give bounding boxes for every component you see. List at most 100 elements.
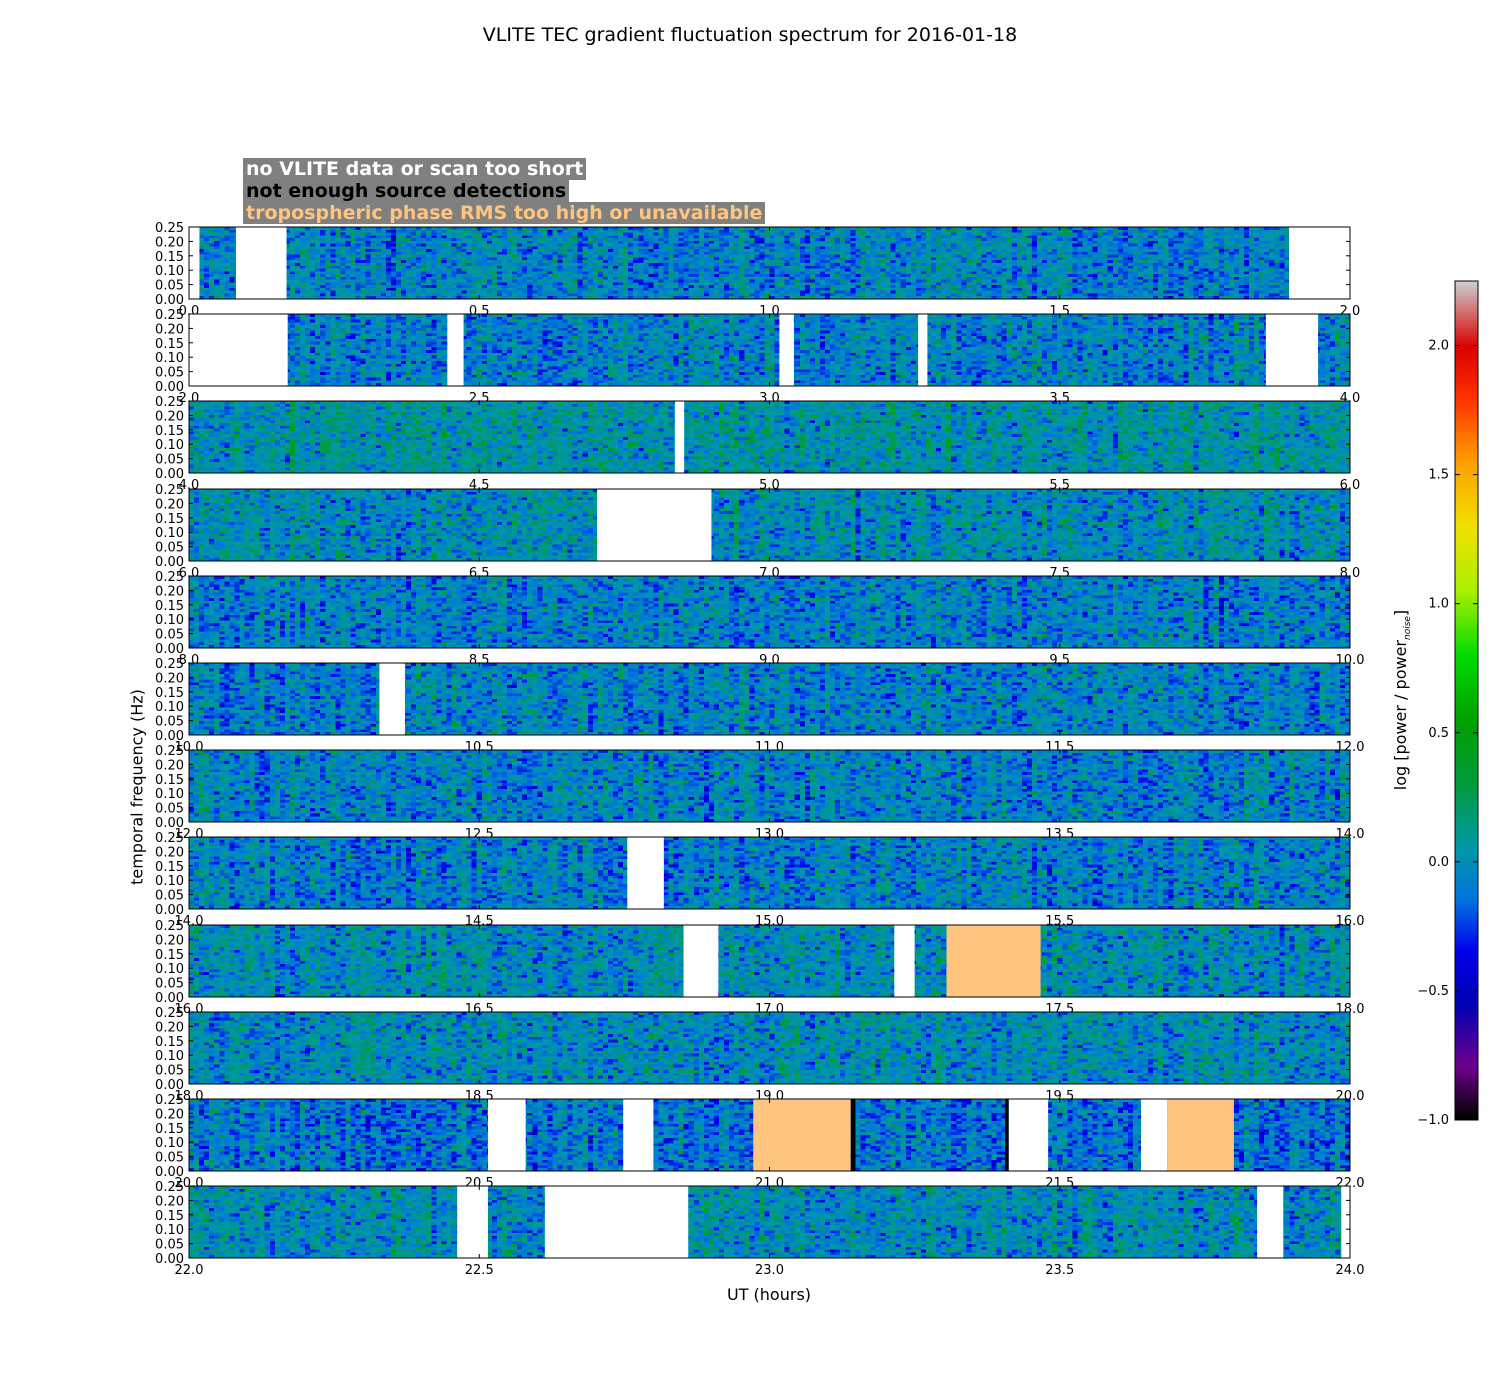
panel-8-ytick-label-5: 0.25 xyxy=(155,919,184,934)
panel-10-tropo-high-1 xyxy=(1167,1099,1234,1171)
panel-11-no-data-0 xyxy=(457,1186,488,1258)
colorbar-label-main: log [power / power xyxy=(1390,640,1410,791)
legend-tropo-high: tropospheric phase RMS too high or unava… xyxy=(243,202,766,224)
legend: no VLITE data or scan too short not enou… xyxy=(243,158,766,224)
x-axis-label: UT (hours) xyxy=(726,1285,812,1304)
panel-11-no-data-1 xyxy=(544,1186,689,1258)
panel-3-ytick-label-4: 0.20 xyxy=(155,497,184,512)
panel-3-ytick-label-3: 0.15 xyxy=(155,512,184,527)
panel-10-ytick-label-2: 0.10 xyxy=(155,1136,184,1151)
panel-9-ytick-label-5: 0.25 xyxy=(155,1006,184,1021)
panel-2-ytick-label-4: 0.20 xyxy=(155,409,184,424)
panel-6-ytick-label-4: 0.20 xyxy=(155,758,184,773)
panel-4-heatmap xyxy=(189,576,1350,648)
panel-11-heatmap xyxy=(189,1186,1350,1258)
legend-few-detections: not enough source detections xyxy=(243,180,570,202)
panel-9-ytick-label-3: 0.15 xyxy=(155,1035,184,1050)
panel-11-xtick-label-1: 22.5 xyxy=(465,1263,494,1278)
legend-no-data: no VLITE data or scan too short xyxy=(243,158,587,180)
panel-7-ytick-label-5: 0.25 xyxy=(155,831,184,846)
panel-0-heatmap xyxy=(189,227,1350,299)
panel-8-no-data-1 xyxy=(894,925,915,997)
panel-9-ytick-label-2: 0.10 xyxy=(155,1049,184,1064)
panel-1-no-data-4 xyxy=(1265,314,1319,386)
panel-1-ytick-label-0: 0.00 xyxy=(155,380,184,395)
panel-11-no-data-3 xyxy=(1341,1186,1350,1258)
panel-0-ytick-label-1: 0.05 xyxy=(155,279,184,294)
panel-4-ytick-label-1: 0.05 xyxy=(155,628,184,643)
panel-7-ytick-label-3: 0.15 xyxy=(155,860,184,875)
panel-3-ytick-label-1: 0.05 xyxy=(155,541,184,556)
panel-7-ytick-label-1: 0.05 xyxy=(155,889,184,904)
panel-0-ytick-label-0: 0.00 xyxy=(155,293,184,308)
panel-6-ytick-label-5: 0.25 xyxy=(155,744,184,759)
panel-10-no-data-1 xyxy=(623,1099,654,1171)
panel-11-ytick-label-5: 0.25 xyxy=(155,1180,184,1195)
panel-11-xtick-label-3: 23.5 xyxy=(1045,1263,1074,1278)
panel-4-ytick-label-5: 0.25 xyxy=(155,570,184,585)
panel-9-ytick-label-1: 0.05 xyxy=(155,1064,184,1079)
panel-10-ytick-label-0: 0.00 xyxy=(155,1165,184,1180)
panel-1-no-data-3 xyxy=(918,314,928,386)
panel-2-no-data-0 xyxy=(674,401,685,473)
panel-0-ytick-label-2: 0.10 xyxy=(155,264,184,279)
panel-0-no-data-0 xyxy=(189,227,200,299)
panel-1-ytick-label-4: 0.20 xyxy=(155,322,184,337)
panel-11-ytick-label-0: 0.00 xyxy=(155,1252,184,1267)
panel-11-ytick-label-1: 0.05 xyxy=(155,1238,184,1253)
panel-10-no-data-0 xyxy=(487,1099,526,1171)
colorbar-gradient xyxy=(1455,281,1478,1120)
panel-3-heatmap xyxy=(189,489,1350,561)
panel-1-ytick-label-3: 0.15 xyxy=(155,337,184,352)
colorbar: 2.0 1.5 1.0 0.5 0.0 −0.5 −1.0 xyxy=(1417,280,1479,1128)
panel-10-few-detections-1 xyxy=(1005,1099,1009,1171)
colorbar-tick-label-1: 1.5 xyxy=(1428,468,1449,483)
panel-8-ytick-label-2: 0.10 xyxy=(155,962,184,977)
panel-11-ytick-label-2: 0.10 xyxy=(155,1223,184,1238)
panel-8-heatmap xyxy=(189,925,1350,997)
panel-8-ytick-label-4: 0.20 xyxy=(155,933,184,948)
colorbar-tick-label-2: 1.0 xyxy=(1428,597,1449,612)
panel-10-ytick-label-1: 0.05 xyxy=(155,1151,184,1166)
panel-2-ytick-label-0: 0.00 xyxy=(155,467,184,482)
colorbar-tick-label-4: 0.0 xyxy=(1428,855,1449,870)
panel-4-ytick-label-4: 0.20 xyxy=(155,584,184,599)
panel-2-ytick-label-5: 0.25 xyxy=(155,395,184,410)
panel-2-ytick-label-2: 0.10 xyxy=(155,438,184,453)
panel-0-ytick-label-5: 0.25 xyxy=(155,221,184,236)
panel-1-no-data-0 xyxy=(189,314,288,386)
panel-7-ytick-label-4: 0.20 xyxy=(155,845,184,860)
panel-10-ytick-label-5: 0.25 xyxy=(155,1093,184,1108)
panel-4-ytick-label-2: 0.10 xyxy=(155,613,184,628)
panel-5-ytick-label-5: 0.25 xyxy=(155,657,184,672)
panel-10-no-data-2 xyxy=(1008,1099,1049,1171)
panel-11: 0.000.050.100.150.200.25 22.0 22.5 23.0 23.5… xyxy=(155,1180,1364,1278)
panel-7-heatmap xyxy=(189,837,1350,909)
panel-0-ytick-label-4: 0.20 xyxy=(155,235,184,250)
colorbar-label-sub: noise xyxy=(1403,616,1414,640)
panel-0-no-data-2 xyxy=(1289,227,1350,299)
panel-3-no-data-0 xyxy=(597,489,712,561)
panel-4-ytick-label-0: 0.00 xyxy=(155,642,184,657)
panel-1: 0.000.050.100.150.200.252.0 2.5 3.0 3.5 4.0 xyxy=(155,308,1360,406)
panel-8-ytick-label-1: 0.05 xyxy=(155,977,184,992)
panel-11-xtick-label-2: 23.0 xyxy=(755,1263,784,1278)
panel-8-tropo-high-0 xyxy=(946,925,1041,997)
panel-4: 0.000.050.100.150.200.258.0 8.5 9.0 9.5 10.0 xyxy=(155,570,1364,668)
colorbar-tick-label-0: 2.0 xyxy=(1428,339,1449,354)
panel-6-ytick-label-0: 0.00 xyxy=(155,816,184,831)
panel-0-ytick-label-3: 0.15 xyxy=(155,250,184,265)
panel-3: 0.000.050.100.150.200.256.0 6.5 7.0 7.5 8.0 xyxy=(155,483,1360,581)
y-axis-label: temporal frequency (Hz) xyxy=(127,689,147,885)
colorbar-tick-label-5: −0.5 xyxy=(1417,984,1449,999)
panel-11-xtick-label-0: 22.0 xyxy=(175,1263,204,1278)
panel-11-xtick-label-4: 24.0 xyxy=(1336,1263,1365,1278)
panel-6-ytick-label-1: 0.05 xyxy=(155,802,184,817)
panel-2-ytick-label-3: 0.15 xyxy=(155,424,184,439)
